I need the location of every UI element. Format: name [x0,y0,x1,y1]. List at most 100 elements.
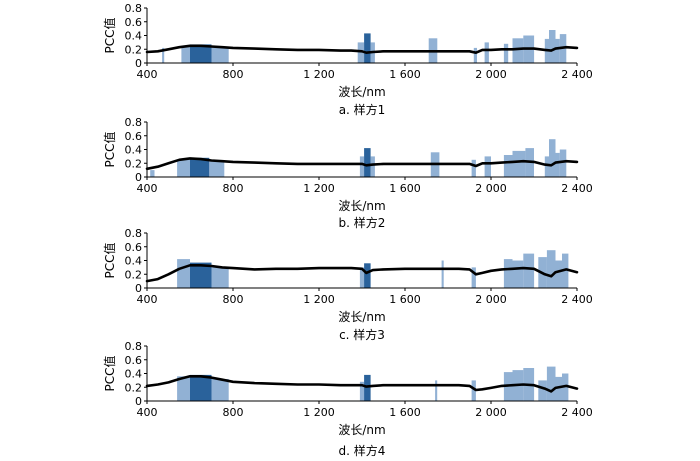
x-tick-label: 800 [223,68,244,81]
significant-band [177,259,190,288]
x-tick-label: 1 200 [303,406,335,419]
significant-band [441,260,444,288]
significant-band [484,156,491,177]
significant-band [150,170,155,177]
x-tick-label: 400 [137,182,158,195]
x-tick-label: 1 600 [389,293,421,306]
chart-panel-4: 00.20.40.60.8 400 800 1 200 1 600 2 000 2 400 P… [102,340,593,458]
significant-band [357,42,365,63]
y-axis-label: PCC值 [102,356,117,392]
significant-band [549,139,556,177]
significant-band [503,43,509,64]
panel-caption: b. 样方2 [339,215,386,230]
panel-caption: a. 样方1 [339,102,386,117]
significant-band [370,156,375,177]
y-tick-label: 0 [135,57,142,70]
significant-band [359,267,365,288]
significant-band [364,263,371,289]
x-tick-label: 800 [223,293,244,306]
y-tick-label: 0.4 [125,144,143,157]
y-tick-label: 0.8 [125,116,143,129]
significant-band [190,44,212,63]
x-tick-label: 1 200 [303,68,335,81]
significant-band [162,47,165,63]
significant-band [555,260,562,288]
significant-band [359,156,365,177]
y-tick-label: 0.6 [125,354,143,367]
significant-band [512,260,524,288]
significant-band [559,149,567,177]
x-axis-label: 波长/nm [338,423,385,437]
x-axis-label: 波长/nm [338,199,385,213]
y-tick-label: 0 [135,395,142,408]
y-tick-label: 0.6 [125,130,143,143]
x-tick-label: 1 600 [389,406,421,419]
significant-band [364,374,371,401]
x-tick-label: 2 000 [475,293,507,306]
significant-band [211,267,229,288]
significant-band [544,156,550,177]
significant-band [503,155,513,177]
x-tick-label: 2 400 [561,293,593,306]
y-tick-label: 0.8 [125,227,143,240]
significant-band [364,148,371,177]
x-tick-label: 2 400 [561,182,593,195]
significant-band [209,160,225,177]
significant-band [177,159,190,177]
panel-caption: d. 样方4 [339,443,386,458]
x-axis-label: 波长/nm [338,310,385,324]
significant-band [359,381,365,402]
significant-band [190,157,210,178]
significant-band [190,374,212,401]
y-tick-label: 0.6 [125,16,143,29]
y-tick-label: 0 [135,171,142,184]
significant-band [211,46,229,63]
significant-band [546,366,556,401]
significant-band [364,33,371,63]
x-tick-label: 800 [223,182,244,195]
x-tick-label: 1 200 [303,293,335,306]
x-tick-label: 1 600 [389,68,421,81]
significant-band [546,250,556,288]
y-tick-label: 0.2 [125,268,143,281]
x-tick-label: 400 [137,68,158,81]
significant-band [435,380,438,401]
y-tick-label: 0 [135,282,142,295]
pcc-curve [145,157,579,171]
y-tick-label: 0.2 [125,381,143,394]
significant-band [484,42,489,63]
x-tick-label: 400 [137,293,158,306]
y-tick-label: 0.4 [125,368,143,381]
significant-band [538,380,547,401]
significant-band [549,30,556,63]
x-tick-label: 1 200 [303,182,335,195]
y-axis-label: PCC值 [102,18,117,54]
significant-band [181,45,190,63]
y-tick-label: 0.6 [125,241,143,254]
significant-band [190,262,212,288]
x-tick-label: 400 [137,406,158,419]
significant-band [555,152,560,177]
x-axis-label: 波长/nm [338,85,385,99]
x-tick-label: 2 400 [561,68,593,81]
x-tick-label: 2 000 [475,68,507,81]
y-tick-label: 0.4 [125,255,143,268]
y-tick-label: 0.8 [125,2,143,15]
pcc-curve [145,374,579,393]
x-tick-label: 2 000 [475,182,507,195]
pcc-curve [145,263,579,283]
significant-band [471,159,476,177]
significant-band [512,150,526,177]
y-tick-label: 0.8 [125,340,143,353]
x-tick-label: 800 [223,406,244,419]
x-tick-label: 2 000 [475,406,507,419]
chart-panel-2: 00.20.40.60.8 400 800 1 200 1 600 2 000 2 400 P… [102,116,593,230]
chart-panel-1: 00.20.40.60.8 400 800 1 200 1 600 2 000 2 400 P… [102,2,593,117]
significant-band [503,259,513,288]
significant-band [555,38,560,63]
chart-panel-3: 00.20.40.60.8 400 800 1 200 1 600 2 000 2 400 P… [102,227,593,342]
significant-band [523,253,535,288]
y-axis-label: PCC值 [102,132,117,168]
y-axis-label: PCC值 [102,243,117,279]
